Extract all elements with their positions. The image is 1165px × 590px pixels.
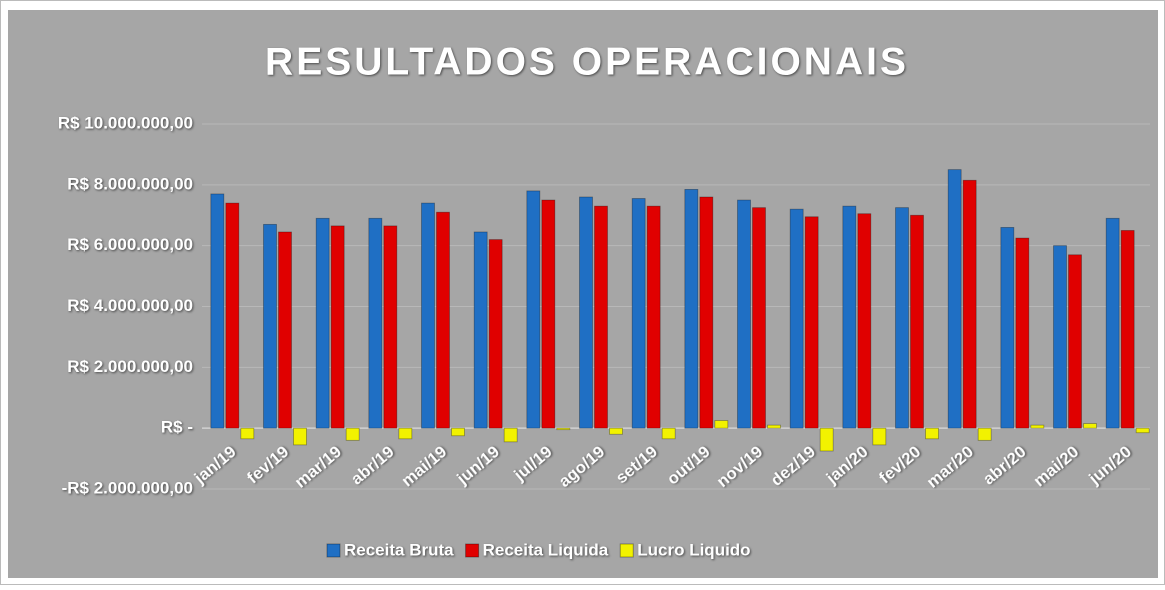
y-tick-label: R$ 10.000.000,00	[58, 113, 193, 132]
bar	[240, 427, 255, 440]
bar	[1120, 230, 1135, 429]
bar	[488, 239, 503, 429]
legend-swatch	[326, 543, 341, 558]
bar	[977, 427, 992, 441]
legend-label: Lucro Liquido	[637, 540, 750, 559]
bar	[910, 214, 924, 429]
legend-label: Receita Bruta	[344, 540, 454, 559]
bar	[1083, 423, 1097, 429]
bar	[263, 223, 277, 429]
bar	[1053, 245, 1067, 429]
bar	[631, 198, 646, 429]
y-tick-label: R$ 2.000.000,00	[67, 357, 193, 376]
bar	[473, 231, 488, 429]
bar	[526, 190, 541, 429]
bar	[737, 199, 751, 429]
bar	[293, 427, 307, 446]
bar	[451, 427, 465, 437]
bar	[421, 202, 435, 429]
bar	[925, 427, 939, 440]
bar	[315, 217, 330, 429]
bar	[579, 196, 593, 429]
bar	[684, 188, 699, 429]
bar	[1105, 217, 1120, 429]
bar	[804, 216, 819, 429]
bar	[1135, 427, 1150, 434]
bar	[383, 225, 398, 429]
bar	[330, 225, 345, 429]
bar	[345, 427, 360, 441]
bar	[609, 427, 623, 435]
bar	[714, 420, 729, 429]
bar	[1015, 237, 1030, 429]
bar	[398, 427, 413, 440]
y-tick-label: -R$ 2.000.000,00	[62, 478, 193, 497]
y-tick-label: R$ 6.000.000,00	[67, 235, 193, 254]
legend: Receita Bruta Receita Liquida Lucro Liquid…	[326, 540, 751, 559]
bar	[767, 424, 781, 429]
bar	[541, 199, 556, 429]
bar	[895, 207, 909, 429]
y-tick-label: R$ 4.000.000,00	[67, 296, 193, 315]
bar	[819, 427, 834, 452]
bar	[842, 205, 857, 429]
legend-label: Receita Liquida	[483, 540, 609, 559]
bar	[699, 196, 714, 429]
bar	[225, 202, 240, 429]
legend-swatch	[465, 543, 480, 558]
bar	[210, 193, 225, 429]
bar	[503, 427, 518, 443]
bar	[1068, 254, 1082, 429]
bar	[872, 427, 887, 446]
bar	[368, 217, 383, 429]
bar	[1030, 424, 1045, 429]
chart-title: RESULTADOS OPERACIONAIS	[265, 40, 909, 83]
bar	[556, 427, 571, 431]
bar	[789, 208, 804, 429]
bar	[857, 213, 872, 429]
bar	[947, 169, 962, 429]
bar	[962, 179, 977, 429]
bar	[752, 207, 766, 429]
y-tick-label: R$ -	[161, 418, 193, 437]
bar	[661, 427, 676, 440]
bar	[646, 205, 661, 429]
bar	[1000, 227, 1015, 429]
bar	[594, 205, 608, 429]
bar	[436, 211, 450, 429]
y-tick-label: R$ 8.000.000,00	[67, 174, 193, 193]
bar	[278, 231, 292, 429]
legend-swatch	[619, 543, 634, 558]
